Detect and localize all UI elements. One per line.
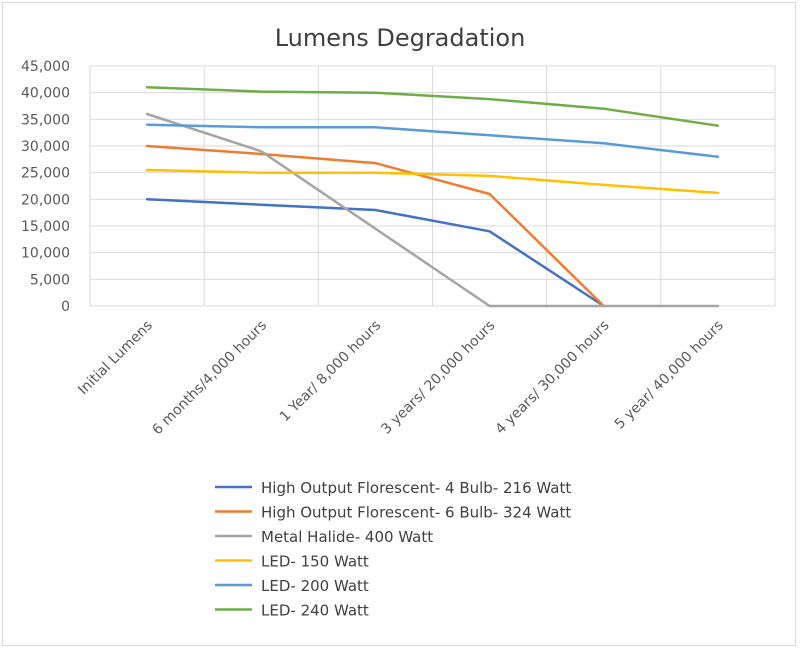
series-line-4 [145,168,720,195]
legend-label: High Output Florescent- 4 Bulb- 216 Watt [261,479,571,497]
x-tick-label: Initial Lumens [75,318,156,399]
y-tick-label: 40,000 [21,86,70,102]
series-line-6 [145,86,720,127]
legend-label: Metal Halide- 400 Watt [261,528,433,546]
series-line-3 [145,112,720,308]
y-axis-ticks: 0 5,000 10,000 15,000 20,000 25,000 30,000 35,0… [21,59,70,315]
legend: High Output Florescent- 4 Bulb- 216 Watt… [215,479,571,620]
y-tick-label: 45,000 [21,59,70,75]
y-tick-label: 5,000 [30,272,70,288]
series-lines [145,86,720,308]
y-tick-label: 0 [61,299,70,315]
legend-label: LED- 150 Watt [261,553,369,571]
legend-label: LED- 200 Watt [261,577,369,595]
legend-label: LED- 240 Watt [261,602,369,620]
series-line-5 [145,123,720,158]
legend-label: High Output Florescent- 6 Bulb- 324 Watt [261,504,571,522]
y-tick-label: 30,000 [21,139,70,155]
x-tick-label: 6 months/4,000 hours [149,318,270,439]
y-tick-label: 15,000 [21,219,70,235]
x-tick-label: 4 years/ 30,000 hours [492,318,612,438]
x-tick-label: 5 year/ 40,000 hours [612,318,727,433]
gridlines [89,65,776,307]
y-tick-label: 35,000 [21,112,70,128]
x-tick-label: 1 Year/ 8,000 hours [277,318,385,426]
x-tick-label: 3 years/ 20,000 hours [378,318,498,438]
chart-title: Lumens Degradation [275,24,526,52]
y-tick-label: 20,000 [21,192,70,208]
y-tick-label: 25,000 [21,166,70,182]
y-tick-label: 10,000 [21,246,70,262]
